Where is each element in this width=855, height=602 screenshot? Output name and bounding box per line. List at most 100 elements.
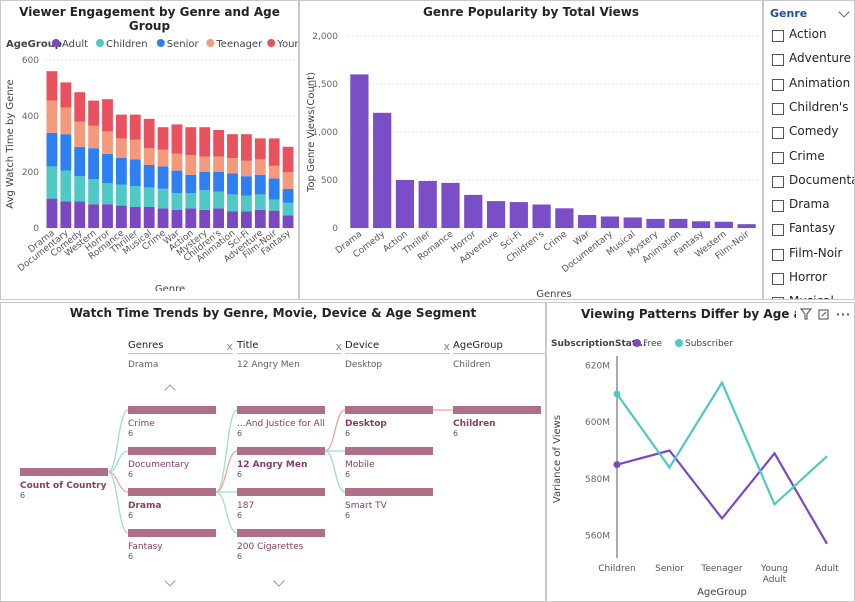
bar-segment[interactable] bbox=[213, 191, 225, 209]
bar-segment[interactable] bbox=[240, 195, 252, 212]
bar[interactable] bbox=[350, 74, 369, 229]
legend-item[interactable]: Senior bbox=[167, 39, 200, 50]
bar-segment[interactable] bbox=[254, 159, 266, 175]
slicer-checkbox[interactable] bbox=[772, 54, 784, 67]
bar-segment[interactable] bbox=[102, 204, 113, 228]
bar-segment[interactable] bbox=[268, 165, 280, 179]
tree-node[interactable]: 187 6 bbox=[237, 488, 325, 520]
bar-segment[interactable] bbox=[240, 176, 252, 196]
slicer-checkbox[interactable] bbox=[772, 127, 784, 140]
slicer-collapse-icon[interactable] bbox=[838, 6, 850, 18]
tree-node[interactable]: Desktop 6 bbox=[345, 406, 433, 438]
bar-segment[interactable] bbox=[129, 139, 141, 160]
bar-segment[interactable] bbox=[129, 159, 141, 186]
bar-segment[interactable] bbox=[268, 210, 280, 228]
bar-segment[interactable] bbox=[227, 158, 238, 174]
slicer-checkbox[interactable] bbox=[772, 248, 784, 261]
bar-segment[interactable] bbox=[115, 114, 127, 139]
bar[interactable] bbox=[509, 202, 528, 228]
bar-segment[interactable] bbox=[254, 174, 266, 195]
slicer-checkbox[interactable] bbox=[772, 151, 784, 164]
slicer-checkbox[interactable] bbox=[772, 297, 784, 299]
bar-segment[interactable] bbox=[171, 209, 183, 228]
bar-segment[interactable] bbox=[185, 208, 197, 228]
tree-level-header[interactable]: AgeGroup bbox=[453, 340, 558, 354]
slicer-checkbox[interactable] bbox=[772, 78, 784, 91]
bar[interactable] bbox=[714, 221, 733, 228]
bar-segment[interactable] bbox=[46, 166, 58, 199]
bar-segment[interactable] bbox=[115, 158, 127, 185]
slicer-item-label[interactable]: Adventure bbox=[789, 51, 852, 66]
bar-segment[interactable] bbox=[129, 207, 141, 228]
bar-segment[interactable] bbox=[46, 100, 58, 133]
bar-segment[interactable] bbox=[129, 114, 141, 140]
bar-segment[interactable] bbox=[213, 172, 225, 192]
bar[interactable] bbox=[691, 221, 711, 228]
bar-segment[interactable] bbox=[227, 173, 238, 195]
bar-segment[interactable] bbox=[254, 209, 266, 228]
bar-segment[interactable] bbox=[143, 165, 155, 188]
bar[interactable] bbox=[578, 215, 597, 228]
bar-segment[interactable] bbox=[157, 188, 169, 209]
bar-segment[interactable] bbox=[199, 172, 211, 191]
bar-segment[interactable] bbox=[88, 148, 100, 179]
slicer-item-label[interactable]: Comedy bbox=[789, 124, 839, 139]
legend-item[interactable]: Young Adult bbox=[276, 39, 298, 50]
bar[interactable] bbox=[373, 112, 392, 228]
close-icon[interactable]: x bbox=[443, 340, 450, 353]
tree-level-header[interactable]: Title x bbox=[237, 340, 342, 354]
bar-segment[interactable] bbox=[102, 183, 113, 205]
bar-segment[interactable] bbox=[74, 201, 86, 228]
tree-node[interactable]: ...And Justice for All 6 bbox=[237, 406, 325, 438]
bar-segment[interactable] bbox=[115, 138, 127, 158]
series-line[interactable] bbox=[616, 449, 828, 545]
tree-node[interactable]: Smart TV 6 bbox=[345, 488, 433, 520]
bar[interactable] bbox=[486, 201, 506, 228]
bar-segment[interactable] bbox=[199, 209, 211, 228]
bar[interactable] bbox=[555, 208, 574, 228]
bar-segment[interactable] bbox=[46, 71, 58, 101]
legend-item[interactable]: Subscriber bbox=[685, 339, 733, 349]
slicer-checkbox[interactable] bbox=[772, 224, 784, 237]
bar-segment[interactable] bbox=[199, 156, 211, 172]
bar-segment[interactable] bbox=[227, 194, 238, 212]
bar[interactable] bbox=[623, 217, 642, 228]
slicer-item-label[interactable]: Fantasy bbox=[789, 221, 836, 236]
bar-segment[interactable] bbox=[60, 201, 72, 228]
bar-segment[interactable] bbox=[157, 208, 169, 228]
bar-segment[interactable] bbox=[60, 170, 72, 202]
tree-node[interactable]: Drama 6 bbox=[128, 488, 216, 520]
bar-segment[interactable] bbox=[227, 211, 238, 228]
bar-segment[interactable] bbox=[185, 155, 197, 175]
tree-node[interactable]: 200 Cigarettes 6 bbox=[237, 529, 325, 561]
tree-node[interactable]: Mobile 6 bbox=[345, 447, 433, 479]
genre-popularity-chart[interactable]: 05001,0001,5002,000DramaComedyActionThri… bbox=[300, 1, 762, 297]
legend-item[interactable]: Adult bbox=[62, 39, 88, 50]
bar-segment[interactable] bbox=[88, 125, 100, 149]
bar-segment[interactable] bbox=[102, 131, 113, 154]
viewing-patterns-chart[interactable]: SubscriptionStat...Free Subscriber 560M 580… bbox=[547, 303, 854, 599]
slicer-item-label[interactable]: Children's bbox=[789, 99, 849, 114]
bar-segment[interactable] bbox=[240, 211, 252, 228]
bar-segment[interactable] bbox=[74, 121, 86, 147]
bar-segment[interactable] bbox=[157, 149, 169, 167]
tree-node[interactable]: Fantasy 6 bbox=[128, 529, 216, 561]
bar-segment[interactable] bbox=[74, 176, 86, 202]
bar[interactable] bbox=[418, 180, 437, 228]
slicer-item-label[interactable]: Musical bbox=[789, 294, 834, 299]
bar[interactable] bbox=[532, 204, 551, 228]
bar-segment[interactable] bbox=[46, 132, 58, 167]
bar-segment[interactable] bbox=[88, 204, 100, 228]
slicer-checkbox[interactable] bbox=[772, 175, 784, 188]
bar-segment[interactable] bbox=[213, 208, 225, 228]
bar[interactable] bbox=[600, 216, 620, 228]
bar-segment[interactable] bbox=[213, 156, 225, 172]
bar-segment[interactable] bbox=[102, 99, 113, 132]
bar-segment[interactable] bbox=[143, 207, 155, 228]
close-icon[interactable]: x bbox=[226, 340, 233, 353]
bar-segment[interactable] bbox=[282, 146, 294, 172]
close-icon[interactable]: x bbox=[335, 340, 342, 353]
data-point[interactable] bbox=[613, 461, 621, 469]
bar-segment[interactable] bbox=[46, 198, 58, 228]
slicer-item-label[interactable]: Action bbox=[789, 27, 827, 41]
